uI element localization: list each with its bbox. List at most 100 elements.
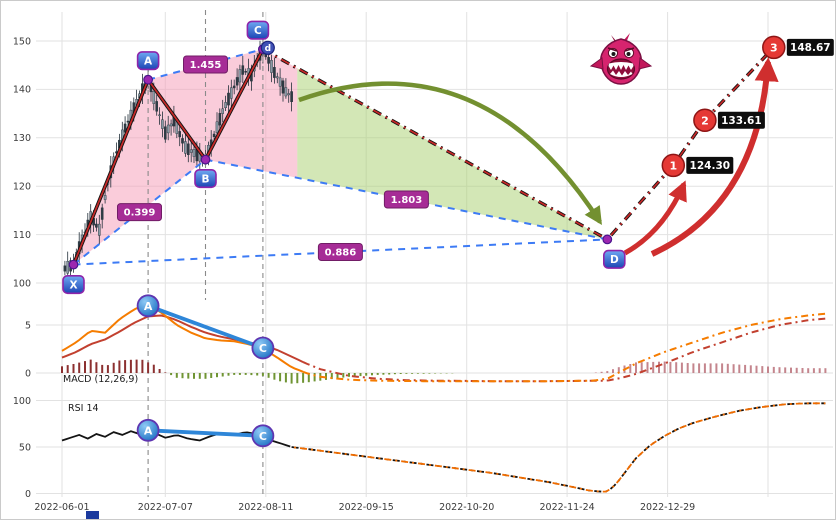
macd-point-marker-label: A (144, 300, 153, 313)
macd-histogram-bar (635, 362, 637, 373)
ratio-badge (117, 203, 162, 222)
shark-fin (589, 57, 604, 70)
macd-histogram-bar (675, 362, 678, 373)
rsi-point-marker-circle (136, 418, 160, 442)
macd-histogram-bar (663, 361, 666, 373)
pattern-point-dot (143, 74, 154, 85)
macd-histogram-bar (66, 365, 69, 373)
shark-brow (624, 47, 635, 52)
target-price-tag (786, 38, 834, 56)
macd-histogram-bar (233, 373, 236, 375)
macd-histogram-bar (330, 373, 333, 380)
macd-histogram-bar (686, 363, 689, 373)
macd-histogram-bar (382, 373, 385, 375)
pattern-point-badge-label: D (610, 254, 619, 266)
macd-histogram-bar (812, 368, 815, 373)
pattern-point-dot (602, 234, 613, 245)
macd-histogram-bar (238, 373, 241, 375)
x-axis-tick-label: 2022-07-07 (138, 502, 193, 513)
target-number: 1 (669, 159, 677, 172)
candle-body (184, 141, 187, 154)
candle-body (155, 101, 159, 112)
x-axis-tick-label: 2022-09-15 (339, 502, 394, 513)
macd-histogram-bar (709, 363, 712, 373)
target-circle (661, 153, 686, 178)
macd-line-projection (302, 312, 829, 383)
candle-body (232, 85, 236, 89)
macd-histogram-bar (755, 365, 758, 373)
macd-histogram-bar (658, 361, 660, 373)
pattern-point-badge-label: C (254, 25, 262, 37)
macd-histogram-bar (698, 363, 701, 373)
macd-histogram-bar (726, 363, 729, 373)
shark-teeth (608, 62, 634, 70)
macd-histogram-bar (353, 373, 356, 377)
macd-histogram-bar (428, 373, 431, 374)
macd-signal-line-projection (302, 317, 829, 383)
red-arrow-to-target-3 (650, 57, 779, 257)
pattern-point-badge (136, 51, 160, 71)
candle-body (273, 67, 276, 78)
macd-histogram-bar (141, 359, 144, 373)
price-axis-tick-label: 110 (13, 230, 31, 241)
candle-body (166, 124, 170, 134)
macd-histogram-bar (284, 373, 287, 383)
macd-axis-tick-label: 0 (25, 368, 31, 379)
macd-histogram-bar (749, 365, 752, 373)
price-axis-tick-label: 130 (13, 133, 31, 144)
macd-histogram-bar (95, 362, 98, 373)
macd-histogram-bar (772, 366, 775, 373)
macd-histogram-bar (669, 361, 672, 373)
macd-histogram-bar (290, 373, 293, 384)
candle-body (235, 77, 239, 86)
macd-histogram-bar (198, 373, 201, 379)
macd-histogram-bar (175, 373, 178, 378)
macd-histogram-bar (187, 373, 190, 379)
macd-histogram-bar (129, 359, 132, 373)
candle-body (192, 149, 196, 157)
macd-histogram-bar (124, 360, 127, 373)
macd-histogram-bar (61, 366, 63, 373)
candle-body (152, 91, 156, 104)
candle-body (281, 80, 285, 94)
candle-body (270, 60, 273, 73)
rsi-point-marker-label: A (144, 424, 153, 437)
macd-histogram-bar (365, 373, 368, 376)
grid-layer: 2022-06-01 2022-07-07 2022-08-11 2022-09-15… (13, 12, 833, 513)
macd-histogram-bar (801, 368, 804, 373)
target-price-tag (717, 111, 765, 129)
rsi-point-marker-label: C (259, 430, 267, 443)
pattern-dashed-line (147, 48, 264, 81)
macd-histogram-bar (256, 373, 259, 376)
macd-histogram-bar (790, 367, 792, 373)
macd-histogram-bar (204, 373, 207, 379)
shark-teeth (610, 70, 633, 77)
candle-body (126, 120, 130, 123)
macd-histogram-bar (348, 373, 350, 377)
projection-line (262, 46, 775, 241)
x-axis-tick-label: 2022-11-24 (539, 502, 594, 513)
macd-histogram-bar (399, 373, 402, 374)
rsi-line-projection (291, 402, 826, 493)
green-curved-arrow (298, 81, 602, 226)
rsi-axis-tick-label: 0 (25, 489, 31, 500)
macd-histogram-bar (767, 366, 769, 373)
macd-histogram-bar (715, 363, 718, 373)
shark-pupil (626, 52, 631, 56)
candle-body (158, 114, 161, 117)
rsi-point-connector (148, 428, 263, 438)
target-price-label: 133.61 (721, 115, 762, 127)
macd-point-marker-circle (251, 336, 275, 360)
target-circle (762, 35, 786, 60)
shark-fin (638, 57, 653, 70)
macd-histogram-bar (824, 368, 827, 373)
macd-histogram-bar (118, 360, 121, 373)
macd-histogram-bar (807, 368, 810, 373)
rsi-axis-tick-label: 50 (19, 442, 31, 453)
candle-body (244, 71, 248, 73)
ratio-badge-label: 0.399 (124, 208, 156, 219)
macd-histogram-bar (244, 373, 247, 375)
